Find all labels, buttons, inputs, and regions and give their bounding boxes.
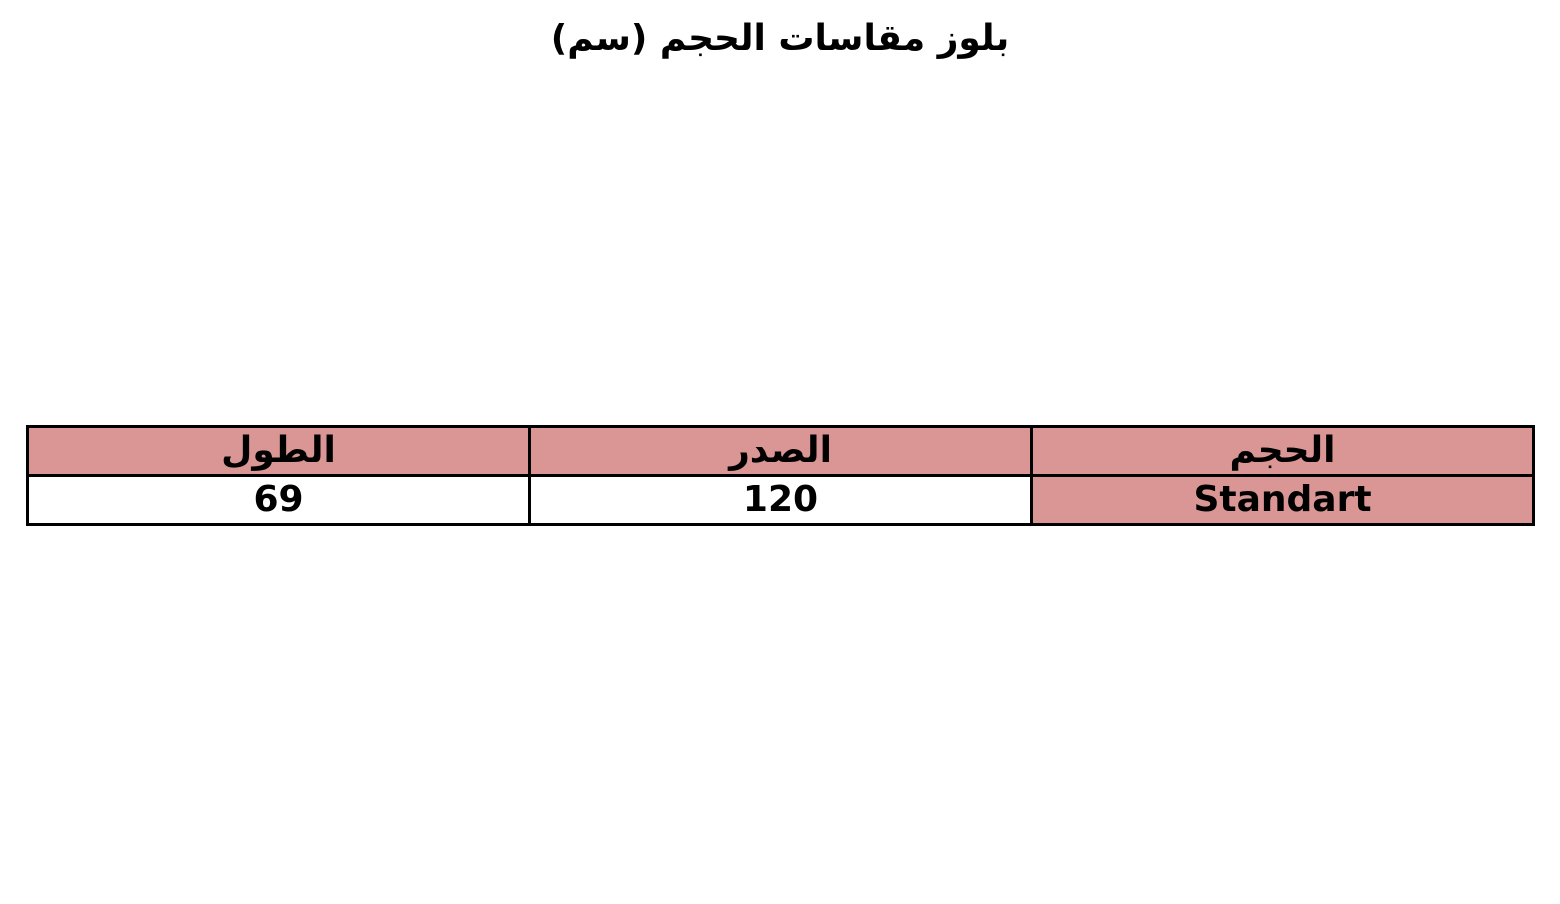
cell-chest: 120 — [528, 474, 1033, 526]
header-length: الطول — [26, 425, 531, 477]
page-title: بلوز مقاسات الحجم (سم) — [550, 18, 1010, 59]
cell-length: 69 — [26, 474, 531, 526]
table-header-row: الحجم الصدر الطول — [26, 425, 1535, 477]
table-row: Standart 120 69 — [26, 474, 1535, 526]
header-size: الحجم — [1030, 425, 1535, 477]
cell-size: Standart — [1030, 474, 1535, 526]
size-table: الحجم الصدر الطول Standart 120 69 — [26, 425, 1535, 526]
header-chest: الصدر — [528, 425, 1033, 477]
